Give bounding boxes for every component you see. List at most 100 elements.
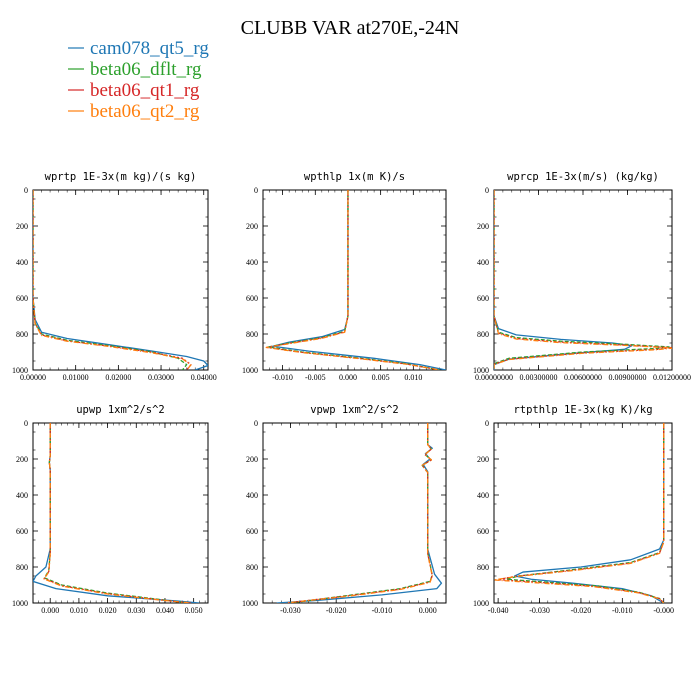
x-tick-label: -0.040 bbox=[488, 606, 509, 615]
y-tick-label: 1000 bbox=[473, 366, 489, 375]
x-tick-label: 0.02000 bbox=[105, 373, 131, 382]
y-tick-label: 400 bbox=[16, 258, 28, 267]
plot-frame bbox=[32, 422, 209, 604]
series-line-beta06_dflt_rg bbox=[33, 190, 188, 370]
series-line-beta06_qt2_rg bbox=[33, 190, 192, 370]
x-tick-label: -0.010 bbox=[372, 606, 393, 615]
y-tick-label: 200 bbox=[16, 222, 28, 231]
x-tick-label: 0.000 bbox=[339, 373, 357, 382]
series-line-beta06_qt1_rg bbox=[285, 423, 433, 603]
x-tick-label: -0.020 bbox=[571, 606, 592, 615]
x-tick-label: 0.005 bbox=[372, 373, 390, 382]
y-tick-label: 0 bbox=[485, 419, 489, 428]
legend-entry-label: beta06_qt2_rg bbox=[90, 101, 200, 122]
chart-panel-3: wprcp 1E-3x(m/s) (kg/kg) 0 200 400 600 800 100… bbox=[473, 171, 691, 382]
x-tick-label: 0.000 bbox=[41, 606, 59, 615]
y-tick-label: 600 bbox=[246, 294, 258, 303]
y-tick-label: 400 bbox=[477, 491, 489, 500]
series-line-beta06_qt1_rg bbox=[43, 423, 191, 603]
y-tick-label: 600 bbox=[477, 294, 489, 303]
series-line-beta06_qt2_rg bbox=[494, 423, 665, 603]
series-line-beta06_qt1_rg bbox=[497, 423, 665, 603]
series-line-beta06_qt2_rg bbox=[285, 423, 433, 603]
y-tick-label: 800 bbox=[477, 330, 489, 339]
panel-title: vpwp 1xm^2/s^2 bbox=[310, 404, 399, 416]
y-tick-label: 600 bbox=[246, 527, 258, 536]
legend-entry-label: cam078_qt5_rg bbox=[90, 38, 209, 59]
panel-title: wprcp 1E-3x(m/s) (kg/kg) bbox=[507, 171, 659, 183]
chart-panel-4: upwp 1xm^2/s^2 0 200 400 600 800 1000 0.000 0.01… bbox=[12, 404, 209, 615]
x-tick-label: 0.030 bbox=[127, 606, 145, 615]
x-tick-label: -0.000 bbox=[653, 606, 674, 615]
y-tick-label: 0 bbox=[24, 186, 28, 195]
plot-frame bbox=[493, 422, 673, 604]
legend-entry-label: beta06_dflt_rg bbox=[90, 59, 202, 80]
x-tick-label: -0.010 bbox=[272, 373, 293, 382]
panel-title: wprtp 1E-3x(m kg)/(s kg) bbox=[45, 171, 197, 183]
series-line-beta06_dflt_rg bbox=[290, 423, 433, 603]
x-tick-label: 0.00000000 bbox=[475, 373, 513, 382]
y-tick-label: 0 bbox=[485, 186, 489, 195]
y-tick-label: 0 bbox=[24, 419, 28, 428]
y-tick-label: 800 bbox=[246, 330, 258, 339]
series-line-cam078_qt5_rg bbox=[276, 423, 443, 603]
y-tick-label: 1000 bbox=[473, 599, 489, 608]
plot-frame bbox=[32, 189, 209, 371]
series-line-beta06_dflt_rg bbox=[494, 190, 670, 370]
y-tick-label: 800 bbox=[477, 563, 489, 572]
y-tick-label: 0 bbox=[254, 419, 258, 428]
x-tick-label: 0.000 bbox=[419, 606, 437, 615]
series-line-beta06_dflt_rg bbox=[43, 423, 189, 603]
x-tick-label: -0.030 bbox=[280, 606, 301, 615]
x-tick-label: 0.00000 bbox=[20, 373, 46, 382]
y-tick-label: 200 bbox=[246, 222, 258, 231]
figure-title: CLUBB VAR at270E,-24N bbox=[241, 17, 460, 39]
legend-entry-label: beta06_qt1_rg bbox=[90, 80, 200, 101]
y-tick-label: 200 bbox=[477, 222, 489, 231]
panels: wprtp 1E-3x(m kg)/(s kg) 0 200 400 600 800 100… bbox=[12, 171, 691, 615]
y-tick-label: 1000 bbox=[12, 599, 28, 608]
x-tick-label: 0.01200000 bbox=[653, 373, 691, 382]
legend: cam078_qt5_rgbeta06_dflt_rgbeta06_qt1_rg… bbox=[68, 38, 209, 122]
series-line-beta06_qt2_rg bbox=[494, 190, 672, 370]
x-tick-label: 0.00900000 bbox=[609, 373, 647, 382]
panel-title: upwp 1xm^2/s^2 bbox=[76, 404, 165, 416]
y-tick-label: 400 bbox=[16, 491, 28, 500]
y-tick-label: 200 bbox=[246, 455, 258, 464]
chart-panel-6: rtpthlp 1E-3x(kg K)/kg02004006008001000-… bbox=[473, 404, 674, 615]
chart-panel-1: wprtp 1E-3x(m kg)/(s kg) 0 200 400 600 800 100… bbox=[12, 171, 217, 382]
x-tick-label: 0.00300000 bbox=[520, 373, 558, 382]
series-line-beta06_qt1_rg bbox=[33, 190, 192, 370]
x-tick-label: 0.03000 bbox=[148, 373, 174, 382]
series-line-beta06_qt2_rg bbox=[43, 423, 191, 603]
chart-panel-2: wpthlp 1x(m K)/s 0 200 400 600 800 1000 -0.010 -… bbox=[242, 171, 447, 382]
series-line-cam078_qt5_rg bbox=[33, 190, 208, 370]
x-tick-label: 0.040 bbox=[156, 606, 174, 615]
y-tick-label: 400 bbox=[246, 258, 258, 267]
y-tick-label: 600 bbox=[16, 294, 28, 303]
x-tick-label: -0.030 bbox=[529, 606, 550, 615]
y-tick-label: 1000 bbox=[242, 599, 258, 608]
y-tick-label: 800 bbox=[16, 563, 28, 572]
series-line-cam078_qt5_rg bbox=[272, 190, 446, 370]
series-line-cam078_qt5_rg bbox=[33, 423, 200, 603]
series-line-beta06_qt1_rg bbox=[494, 190, 672, 370]
y-tick-label: 800 bbox=[16, 330, 28, 339]
y-tick-label: 200 bbox=[16, 455, 28, 464]
series-line-cam078_qt5_rg bbox=[494, 190, 633, 370]
y-tick-label: 800 bbox=[246, 563, 258, 572]
plot-frame bbox=[262, 422, 447, 604]
panel-title: wpthlp 1x(m K)/s bbox=[304, 171, 405, 183]
x-tick-label: 0.01000 bbox=[63, 373, 89, 382]
y-tick-label: 200 bbox=[477, 455, 489, 464]
x-tick-label: -0.010 bbox=[612, 606, 633, 615]
x-tick-label: 0.00600000 bbox=[564, 373, 602, 382]
y-tick-label: 400 bbox=[246, 491, 258, 500]
series-line-cam078_qt5_rg bbox=[514, 423, 665, 603]
x-tick-label: 0.010 bbox=[404, 373, 422, 382]
y-tick-label: 0 bbox=[254, 186, 258, 195]
x-tick-label: 0.04000 bbox=[191, 373, 217, 382]
series-line-beta06_qt2_rg bbox=[265, 190, 440, 370]
